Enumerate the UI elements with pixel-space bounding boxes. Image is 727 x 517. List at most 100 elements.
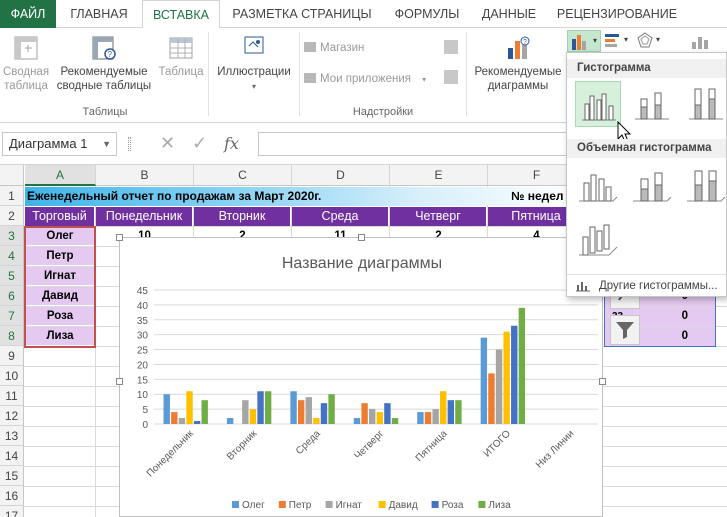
row-header[interactable]: 17 xyxy=(0,506,24,517)
stacked-100-column-option[interactable] xyxy=(683,81,727,127)
tab-review[interactable]: РЕЦЕНЗИРОВАНИЕ xyxy=(556,7,678,21)
chart-bar[interactable] xyxy=(417,412,424,424)
row-header[interactable]: 1 xyxy=(0,186,24,206)
row-header[interactable]: 14 xyxy=(0,446,24,466)
chart-title[interactable]: Название диаграммы xyxy=(281,255,443,272)
chart-bar[interactable] xyxy=(503,331,510,424)
enter-icon[interactable]: ✓ xyxy=(192,133,208,153)
row-header[interactable]: 5 xyxy=(0,266,24,286)
name-cell[interactable]: Петр xyxy=(25,247,95,266)
more-column-charts-link[interactable]: Другие гистограммы... xyxy=(567,274,726,296)
name-cell[interactable]: Игнат xyxy=(25,267,95,286)
chart-bar[interactable] xyxy=(384,403,391,424)
cancel-icon[interactable]: ✕ xyxy=(160,133,176,153)
chart-bar[interactable] xyxy=(328,394,335,424)
tab-home[interactable]: ГЛАВНАЯ xyxy=(70,7,128,21)
resize-handle[interactable] xyxy=(358,234,365,241)
insert-function-icon[interactable]: fx xyxy=(224,134,239,153)
row-header[interactable]: 8 xyxy=(0,326,24,346)
chart-bar[interactable] xyxy=(391,418,399,424)
row-header[interactable]: 3 xyxy=(0,226,24,246)
chart-bar[interactable] xyxy=(305,397,312,424)
radar-chart-dropdown-button[interactable]: ▾ xyxy=(636,32,664,52)
pivot-table-button[interactable]: Сводная таблица xyxy=(2,34,50,93)
chart-bar[interactable] xyxy=(455,400,462,424)
people-icon[interactable] xyxy=(444,70,458,84)
chart-bar[interactable] xyxy=(249,409,257,424)
column-header-b[interactable]: B xyxy=(96,165,194,186)
header-cell-wednesday[interactable]: Среда xyxy=(292,207,389,226)
row-header[interactable]: 15 xyxy=(0,466,24,486)
chart-bar[interactable] xyxy=(361,403,368,424)
column-header-a[interactable]: A xyxy=(25,165,96,186)
legend-entry[interactable]: Игнат xyxy=(336,500,363,511)
chart-bar[interactable] xyxy=(480,337,488,424)
legend-entry[interactable]: Олег xyxy=(242,500,265,511)
resize-handle[interactable] xyxy=(116,234,123,241)
name-cell[interactable]: Давид xyxy=(25,287,95,306)
column-header-d[interactable]: D xyxy=(292,165,390,186)
column-header-c[interactable]: C xyxy=(194,165,292,186)
chart-bar[interactable] xyxy=(440,391,447,424)
bar-chart-dropdown-button[interactable]: ▾ xyxy=(604,32,632,52)
week-number-label[interactable]: № недел xyxy=(511,189,564,203)
stacked-column-option[interactable] xyxy=(629,81,675,127)
value-cell[interactable]: 4 xyxy=(533,230,540,242)
chart-bar[interactable] xyxy=(495,349,503,424)
row-header[interactable]: 11 xyxy=(0,386,24,406)
column-header-e[interactable]: E xyxy=(390,165,488,186)
tab-formulas[interactable]: ФОРМУЛЫ xyxy=(394,7,460,21)
value-cell[interactable]: 2 xyxy=(435,230,442,242)
chart-bar[interactable] xyxy=(488,373,495,424)
clustered-column-option[interactable] xyxy=(575,81,621,127)
my-apps-button[interactable]: Мои приложения ▾ xyxy=(304,73,426,85)
chart-bar[interactable] xyxy=(518,307,526,424)
chart-bar[interactable] xyxy=(193,421,201,424)
recommended-pivot-button[interactable]: ? Рекомендуемые сводные таблицы xyxy=(56,34,152,93)
chart-bar[interactable] xyxy=(424,412,432,424)
chart-bar[interactable] xyxy=(320,403,328,424)
formula-input[interactable] xyxy=(258,132,567,156)
chart-bar[interactable] xyxy=(186,391,193,424)
chart-bar[interactable] xyxy=(447,400,455,424)
chart-bar[interactable] xyxy=(353,418,361,424)
header-cell-thursday[interactable]: Четверг xyxy=(390,207,487,226)
name-cell[interactable]: Лиза xyxy=(25,327,95,346)
tab-insert[interactable]: ВСТАВКА xyxy=(142,0,220,29)
legend-entry[interactable]: Лиза xyxy=(488,500,511,511)
3d-column-option[interactable] xyxy=(575,217,621,263)
chart-bar[interactable] xyxy=(264,391,272,424)
3d-stacked-100-column-option[interactable] xyxy=(683,163,727,209)
row-header[interactable]: 13 xyxy=(0,426,24,446)
formula-bar-grip[interactable] xyxy=(128,137,131,151)
chart-bar[interactable] xyxy=(313,418,320,424)
chart-bar[interactable] xyxy=(290,391,297,424)
chart-bar[interactable] xyxy=(226,418,234,424)
row-header[interactable]: 10 xyxy=(0,366,24,386)
header-cell-monday[interactable]: Понедельник xyxy=(96,207,193,226)
chart-extra-icon[interactable] xyxy=(690,34,716,50)
3d-stacked-column-option[interactable] xyxy=(629,163,675,209)
value-cell[interactable]: 2 xyxy=(239,230,246,242)
chart-bar[interactable] xyxy=(257,391,264,424)
chart-bar[interactable] xyxy=(242,400,249,424)
chart-bar[interactable] xyxy=(432,409,439,424)
header-cell-friday[interactable]: Пятница xyxy=(488,207,585,226)
bing-icon[interactable] xyxy=(444,40,458,54)
column-chart-dropdown-button[interactable]: ▾ xyxy=(567,30,601,52)
name-box[interactable]: Диаграмма 1 ▼ xyxy=(2,132,117,156)
row-header[interactable]: 16 xyxy=(0,486,24,506)
legend-entry[interactable]: Давид xyxy=(389,500,418,511)
name-cell[interactable]: Олег xyxy=(25,227,95,246)
header-cell-salesman[interactable]: Торговый xyxy=(25,207,95,226)
row-header[interactable]: 6 xyxy=(0,286,24,306)
chart-bar[interactable] xyxy=(163,394,170,424)
3d-clustered-column-option[interactable] xyxy=(575,163,621,209)
tab-page-layout[interactable]: РАЗМЕТКА СТРАНИЦЫ xyxy=(232,7,372,21)
store-button[interactable]: Магазин xyxy=(304,42,364,54)
legend-entry[interactable]: Роза xyxy=(442,500,464,511)
name-cell[interactable]: Роза xyxy=(25,307,95,326)
chart-bar[interactable] xyxy=(178,418,186,424)
chart[interactable]: 0 5 10 15 20 25 30 35 40 45 Понедельник Вторник Сре… xyxy=(116,234,606,517)
table-button[interactable]: Таблица xyxy=(156,34,206,79)
